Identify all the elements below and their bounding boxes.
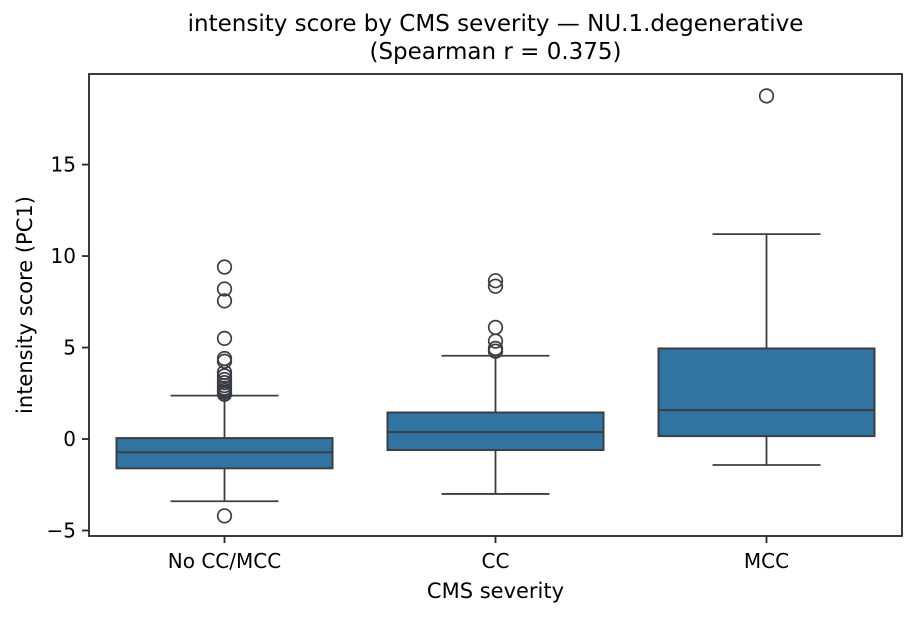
boxplots <box>115 88 876 524</box>
y-tick-label: −5 <box>47 518 76 542</box>
outlier-point <box>487 340 504 357</box>
chart-title: intensity score by CMS severity — NU.1.d… <box>188 11 804 37</box>
outlier-point <box>216 259 233 275</box>
boxplot-mcc <box>657 88 876 466</box>
x-tick-label: No CC/MCC <box>168 549 281 573</box>
boxplot-cc <box>386 273 605 495</box>
outlier-point <box>216 293 233 309</box>
outlier-point <box>216 508 233 524</box>
x-tick-label: CC <box>482 549 510 573</box>
outlier-point <box>216 371 233 388</box>
y-axis-ticks: −5 0 5 10 15 <box>47 152 89 542</box>
x-axis-ticks: No CC/MCC CC MCC <box>168 536 789 573</box>
outlier-point <box>487 278 504 294</box>
outlier-point <box>216 281 233 297</box>
iqr-box <box>115 437 334 470</box>
outlier-point <box>758 88 775 104</box>
outlier-point <box>487 319 504 336</box>
x-tick-label: MCC <box>744 549 789 573</box>
y-tick-label: 5 <box>63 335 76 359</box>
y-tick-label: 0 <box>63 427 76 451</box>
outlier-point <box>216 368 233 384</box>
y-tick-label: 15 <box>51 152 76 176</box>
outlier-point <box>216 330 233 347</box>
chart-subtitle: (Spearman r = 0.375) <box>369 39 621 65</box>
outlier-point <box>487 273 504 289</box>
iqr-box <box>657 347 876 438</box>
boxplot-no-cc-mcc <box>115 259 334 524</box>
y-tick-label: 10 <box>51 244 76 268</box>
outlier-point <box>216 350 233 367</box>
y-axis-label: intensity score (PC1) <box>13 196 37 414</box>
x-axis-label: CMS severity <box>427 579 564 603</box>
